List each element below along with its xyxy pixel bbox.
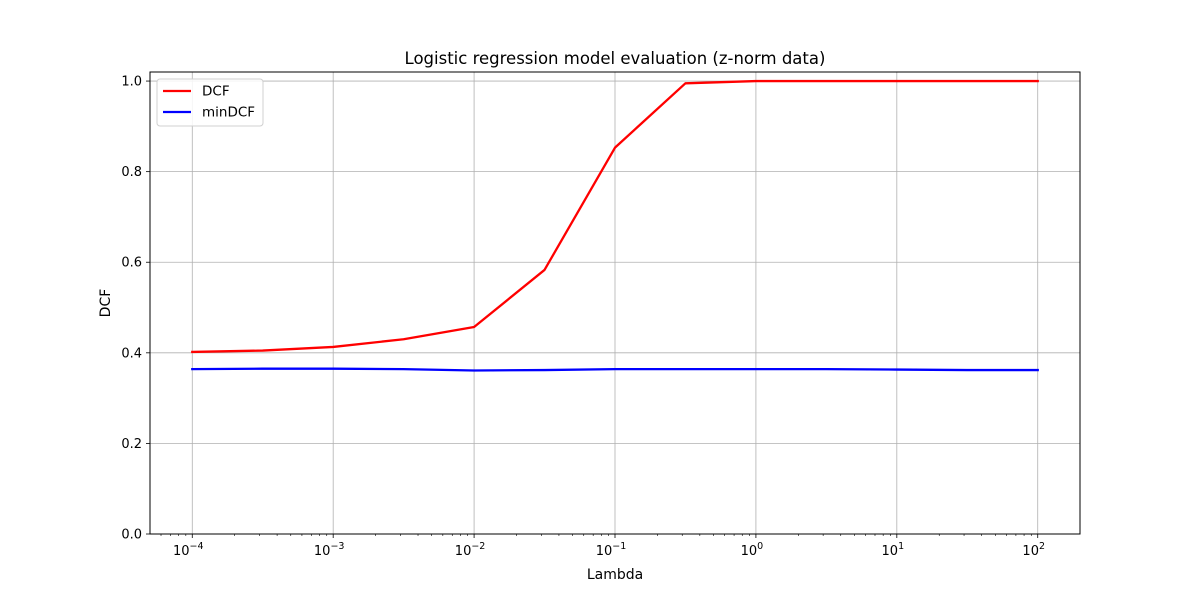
x-tick-base: 10 bbox=[882, 544, 899, 559]
x-tick-exponent: −3 bbox=[330, 541, 344, 552]
series-layer bbox=[191, 79, 1039, 372]
x-tick-base: 10 bbox=[741, 544, 758, 559]
x-tick-label: 100 bbox=[741, 541, 764, 559]
x-tick-label: 10−2 bbox=[455, 541, 486, 559]
series-line-dcf bbox=[191, 79, 1039, 354]
x-tick-exponent: −2 bbox=[471, 541, 485, 552]
y-tick-label: 0.4 bbox=[121, 346, 142, 361]
x-tick-label: 10−4 bbox=[173, 541, 204, 559]
chart-title: Logistic regression model evaluation (z-… bbox=[405, 49, 826, 68]
x-tick-exponent: −4 bbox=[190, 541, 204, 552]
x-axis: 10−4 10−3 10−2 10−1 100 101 102 bbox=[160, 534, 1045, 559]
x-tick-exponent: 0 bbox=[757, 541, 763, 552]
x-tick-base: 10 bbox=[314, 544, 331, 559]
x-tick-label: 101 bbox=[882, 541, 905, 559]
legend: DCF minDCF bbox=[156, 78, 264, 127]
y-tick-label: 0.6 bbox=[121, 256, 142, 271]
y-tick-label: 1.0 bbox=[121, 75, 142, 90]
x-tick-base: 10 bbox=[596, 544, 613, 559]
y-axis: 0.0 0.2 0.4 0.6 0.8 1.0 bbox=[121, 75, 150, 543]
x-tick-base: 10 bbox=[173, 544, 190, 559]
x-tick-base: 10 bbox=[455, 544, 472, 559]
legend-label-mindcf: minDCF bbox=[202, 105, 255, 121]
series-line-mindcf bbox=[191, 367, 1039, 372]
y-tick-label: 0.2 bbox=[121, 437, 142, 452]
x-tick-label: 10−1 bbox=[596, 541, 627, 559]
x-tick-base: 10 bbox=[1022, 544, 1039, 559]
y-tick-label: 0.8 bbox=[121, 165, 142, 180]
x-tick-exponent: 1 bbox=[898, 541, 904, 552]
x-tick-exponent: 2 bbox=[1039, 541, 1045, 552]
x-tick-label: 10−3 bbox=[314, 541, 345, 559]
x-tick-exponent: −1 bbox=[612, 541, 626, 552]
x-axis-label: Lambda bbox=[587, 567, 643, 583]
x-tick-label: 102 bbox=[1022, 541, 1045, 559]
legend-label-dcf: DCF bbox=[202, 84, 230, 100]
y-axis-label: DCF bbox=[98, 289, 114, 318]
y-tick-label: 0.0 bbox=[121, 528, 142, 543]
